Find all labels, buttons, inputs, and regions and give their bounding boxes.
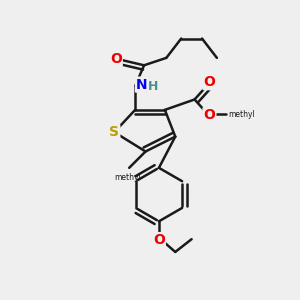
Text: O: O — [203, 75, 215, 89]
Text: O: O — [203, 108, 215, 122]
Text: N: N — [136, 78, 148, 92]
Text: methyl: methyl — [114, 173, 141, 182]
Text: S: S — [109, 125, 119, 139]
Text: O: O — [153, 233, 165, 247]
Text: methyl: methyl — [228, 110, 255, 119]
Text: O: O — [110, 52, 122, 66]
Text: H: H — [148, 80, 158, 93]
